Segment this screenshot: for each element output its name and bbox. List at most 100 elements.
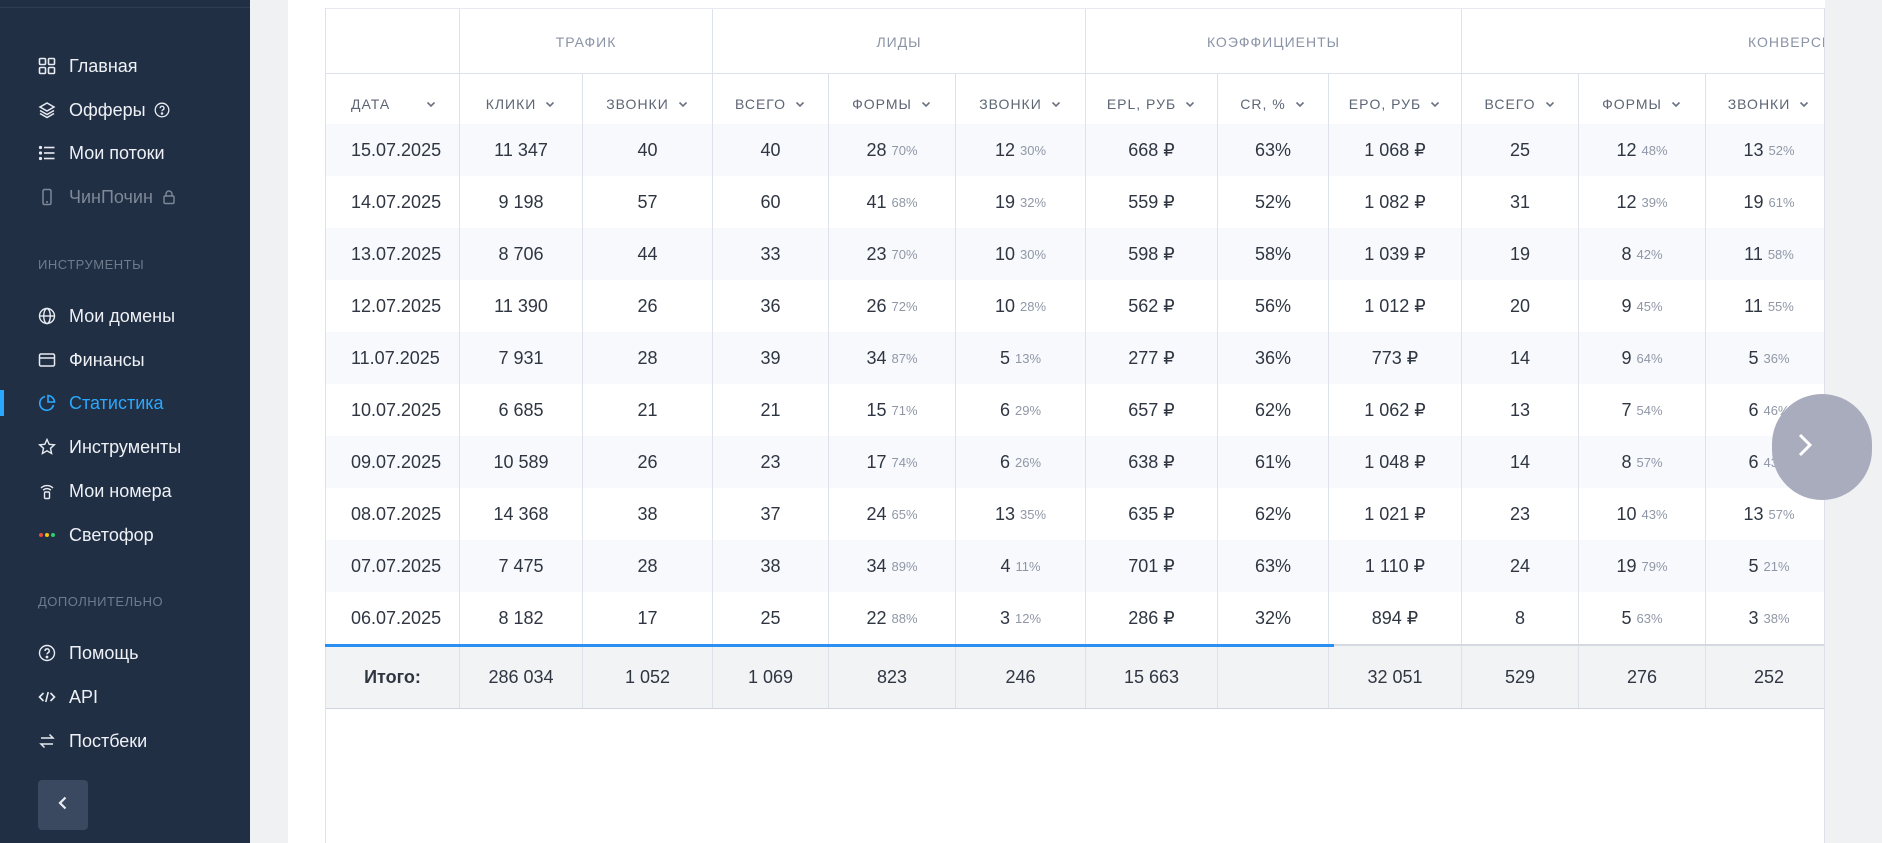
table-cell: 06.07.2025 bbox=[326, 592, 460, 644]
cell-value: 19 bbox=[994, 191, 1015, 212]
sidebar-item-api[interactable]: API bbox=[0, 679, 250, 715]
cell-percent: 13% bbox=[1014, 350, 1042, 366]
scroll-table-right-button[interactable] bbox=[1772, 394, 1872, 500]
group-header-2: ЛИДЫ bbox=[713, 9, 1086, 75]
column-header-sort[interactable]: ФОРМЫ bbox=[829, 74, 956, 134]
table-cell: 61% bbox=[1218, 436, 1329, 488]
table-cell: 38 bbox=[583, 488, 713, 540]
sidebar: Главная Офферы Мои потоки ЧинПочин ИНСТР… bbox=[0, 0, 250, 843]
sidebar-item-my-domains[interactable]: Мои домены bbox=[0, 298, 250, 334]
cell-value: 19 bbox=[1509, 243, 1531, 264]
cell-value: 13.07.2025 bbox=[351, 243, 442, 264]
list-icon bbox=[38, 144, 56, 162]
table-cell: 559 ₽ bbox=[1086, 176, 1218, 228]
table-cell: 8 bbox=[1462, 592, 1579, 644]
chevron-left-icon bbox=[55, 795, 71, 816]
column-header-sort[interactable]: ЗВОНКИ bbox=[956, 74, 1086, 134]
total-cell: 1 052 bbox=[583, 646, 713, 708]
sidebar-item-chinpochin[interactable]: ЧинПочин bbox=[0, 179, 250, 215]
column-header-sort[interactable]: ЗВОНКИ bbox=[583, 74, 713, 134]
table-cell: 31 bbox=[1462, 176, 1579, 228]
cell-percent: 28% bbox=[1020, 298, 1047, 314]
table-cell: 28 70% bbox=[829, 124, 956, 176]
cell-value: 40 bbox=[760, 139, 781, 160]
help-circle-icon[interactable] bbox=[154, 102, 170, 118]
sidebar-item-label: Постбеки bbox=[69, 730, 148, 751]
cell-value: 10 bbox=[1616, 503, 1637, 524]
cell-value: 41 bbox=[866, 191, 887, 212]
sidebar-collapse-button[interactable] bbox=[38, 780, 88, 830]
column-header-label: ЗВОНКИ bbox=[1727, 96, 1791, 112]
column-header-sort[interactable]: ЗВОНКИ bbox=[1706, 74, 1824, 134]
table-cell: 10 43% bbox=[1579, 488, 1706, 540]
cell-value: 28 bbox=[637, 347, 658, 368]
cell-percent: 52% bbox=[1768, 142, 1795, 158]
table-cell: 5 21% bbox=[1706, 540, 1824, 592]
column-header-sort[interactable]: ФОРМЫ bbox=[1579, 74, 1706, 134]
table-cell: 36 bbox=[713, 280, 829, 332]
table-cell: 7 54% bbox=[1579, 384, 1706, 436]
sidebar-item-tools[interactable]: Инструменты bbox=[0, 429, 250, 465]
table-row: 09.07.2025 10 589 26 23 17 74% 6 26% 638 ₽61% 1 0… bbox=[326, 436, 1824, 488]
sidebar-item-help[interactable]: Помощь bbox=[0, 635, 250, 671]
table-cell: 17 74% bbox=[829, 436, 956, 488]
sidebar-item-my-streams[interactable]: Мои потоки bbox=[0, 135, 250, 171]
table-cell: 23 bbox=[1462, 488, 1579, 540]
cell-value: 286 ₽ bbox=[1128, 607, 1175, 628]
table-cell: 24 65% bbox=[829, 488, 956, 540]
cell-value: 9 bbox=[1621, 347, 1632, 368]
cell-percent: 38% bbox=[1763, 610, 1790, 626]
table-cell: 07.07.2025 bbox=[326, 540, 460, 592]
sidebar-item-label: Инструменты bbox=[69, 436, 182, 457]
column-header-sort[interactable]: CR, % bbox=[1218, 74, 1329, 134]
cell-value: 38 bbox=[637, 503, 658, 524]
cell-value: 26 bbox=[637, 451, 658, 472]
total-cell: 252 bbox=[1706, 646, 1824, 708]
chevron-down-icon bbox=[1294, 98, 1306, 110]
cell-percent: 71% bbox=[891, 402, 918, 418]
cell-value: 34 bbox=[866, 347, 887, 368]
column-header-sort[interactable]: ВСЕГО bbox=[1462, 74, 1579, 134]
sidebar-item-home[interactable]: Главная bbox=[0, 48, 250, 84]
cell-value: 8 bbox=[1621, 243, 1632, 264]
cell-percent: 70% bbox=[891, 142, 918, 158]
sidebar-item-svetofor[interactable]: Светофор bbox=[0, 517, 250, 553]
column-header-sort[interactable]: КЛИКИ bbox=[460, 74, 583, 134]
cell-value: 1 082 ₽ bbox=[1364, 191, 1426, 212]
table-cell: 10 589 bbox=[460, 436, 583, 488]
table-cell: 9 64% bbox=[1579, 332, 1706, 384]
column-header-label: ФОРМЫ bbox=[852, 96, 912, 112]
column-header-sort[interactable]: ДАТА bbox=[326, 74, 460, 134]
table-cell: 635 ₽ bbox=[1086, 488, 1218, 540]
table-cell: 5 13% bbox=[956, 332, 1086, 384]
sidebar-item-postbacks[interactable]: Постбеки bbox=[0, 723, 250, 759]
cell-value: 06.07.2025 bbox=[351, 607, 442, 628]
table-cell: 63% bbox=[1218, 540, 1329, 592]
column-header-label: ВСЕГО bbox=[734, 96, 786, 112]
table-row: 11.07.2025 7 931 28 39 34 87% 5 13% 277 ₽36% 773 … bbox=[326, 332, 1824, 384]
table-cell: 38 bbox=[713, 540, 829, 592]
column-header-label: ЗВОНКИ bbox=[606, 96, 669, 112]
column-header-sort[interactable]: EPO, РУБ bbox=[1329, 74, 1462, 134]
cell-value: 6 bbox=[1748, 399, 1759, 420]
table-cell: 14 bbox=[1462, 332, 1579, 384]
column-header-sort[interactable]: ВСЕГО bbox=[713, 74, 829, 134]
column-header-sort[interactable]: EPL, РУБ bbox=[1086, 74, 1218, 134]
table-cell: 52% bbox=[1218, 176, 1329, 228]
table-cell: 32% bbox=[1218, 592, 1329, 644]
cell-value: 36% bbox=[1254, 347, 1292, 368]
sidebar-item-my-numbers[interactable]: Мои номера bbox=[0, 473, 250, 509]
sidebar-item-label: Статистика bbox=[69, 392, 164, 413]
cell-value: 12.07.2025 bbox=[351, 295, 442, 316]
lock-icon bbox=[161, 189, 177, 205]
sidebar-item-statistics[interactable]: Статистика bbox=[0, 385, 250, 421]
sidebar-item-finance[interactable]: Финансы bbox=[0, 342, 250, 378]
group-header-4: КОНВЕРСИ bbox=[1747, 34, 1825, 50]
statistics-table: ТРАФИК ЛИДЫ КОЭФФИЦИЕНТЫ КОНВЕРСИ ДАТА КЛИКИ… bbox=[325, 8, 1825, 843]
horizontal-scroll-indicator[interactable] bbox=[325, 644, 1334, 647]
cell-percent: 63% bbox=[1636, 610, 1663, 626]
table-row: 08.07.2025 14 368 38 37 24 65% 13 35% 635 ₽ 62% 1 … bbox=[326, 488, 1824, 540]
sidebar-item-offers[interactable]: Офферы bbox=[0, 92, 250, 128]
sidebar-item-label: Офферы bbox=[69, 99, 146, 120]
cell-percent: 26% bbox=[1014, 454, 1042, 470]
